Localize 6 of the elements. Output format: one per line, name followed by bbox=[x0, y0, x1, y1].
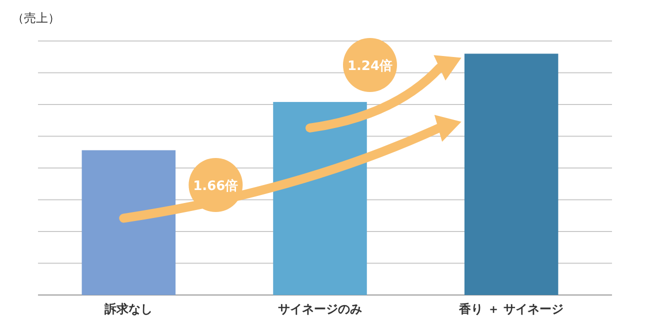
annotation: 1.66倍 bbox=[193, 178, 238, 194]
y-axis-title: （売上） bbox=[12, 11, 60, 25]
x-tick-label: サイネージのみ bbox=[278, 302, 362, 316]
x-tick-label: 訴求なし bbox=[104, 302, 153, 316]
annotation: 1.24倍 bbox=[347, 58, 393, 74]
x-tick-label: 香り ＋ サイネージ bbox=[458, 302, 564, 316]
